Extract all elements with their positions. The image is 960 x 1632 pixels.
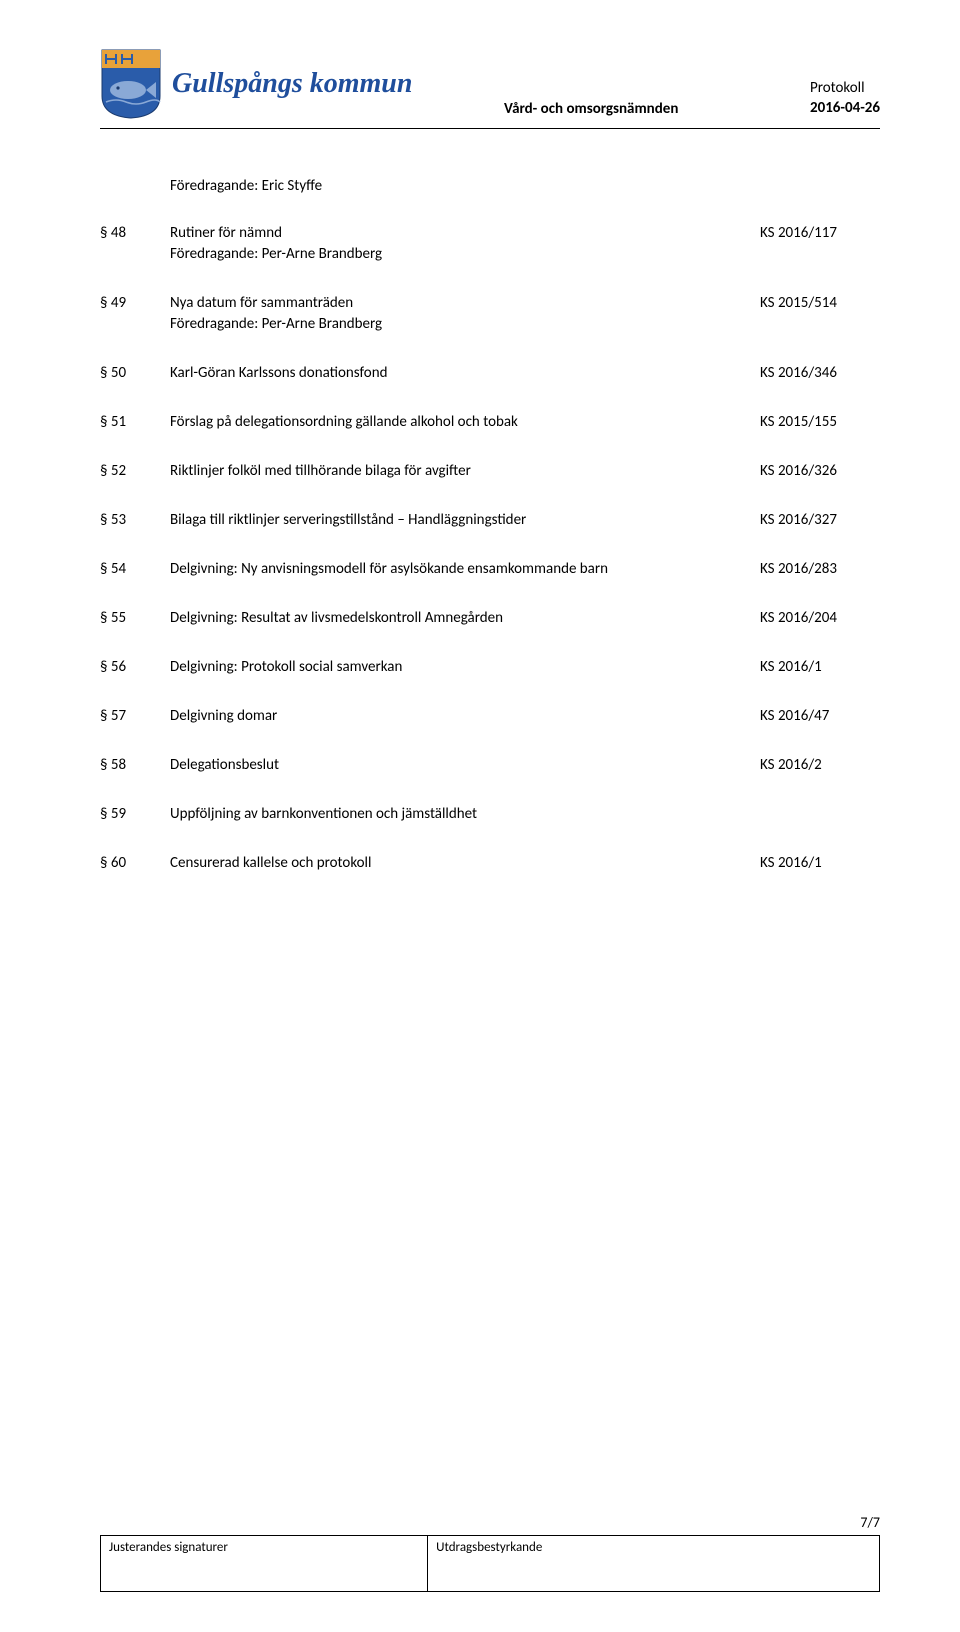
agenda-item: § 58Delegationsbeslut KS 2016/2 bbox=[100, 755, 880, 776]
item-title-col: Censurerad kallelse och protokoll bbox=[170, 853, 760, 874]
item-title-col: Delgivning: Resultat av livsmedelskontro… bbox=[170, 608, 760, 629]
header-meta: Protokoll 2016-04-26 bbox=[810, 78, 880, 121]
item-title: Karl-Göran Karlssons donationsfond bbox=[170, 364, 387, 382]
item-reference: KS 2016/326 bbox=[760, 461, 880, 482]
certification-cell: Utdragsbestyrkande bbox=[428, 1536, 880, 1592]
item-number: § 53 bbox=[100, 510, 170, 531]
item-title: Delgivning: Protokoll social samverkan bbox=[170, 658, 402, 676]
item-title: Riktlinjer folköl med tillhörande bilaga… bbox=[170, 462, 471, 480]
item-reference: KS 2016/283 bbox=[760, 559, 880, 580]
item-title: Delgivning domar bbox=[170, 707, 277, 725]
item-number: § 56 bbox=[100, 657, 170, 678]
item-title-col: Karl-Göran Karlssons donationsfond bbox=[170, 363, 760, 384]
item-presenter: Föredragande: Per-Arne Brandberg bbox=[170, 244, 740, 265]
item-presenter: Föredragande: Per-Arne Brandberg bbox=[170, 314, 740, 335]
item-reference: KS 2015/155 bbox=[760, 412, 880, 433]
item-reference: KS 2016/327 bbox=[760, 510, 880, 531]
item-number: § 55 bbox=[100, 608, 170, 629]
header-rule bbox=[100, 128, 880, 129]
item-number: § 59 bbox=[100, 804, 170, 825]
agenda-item: § 54Delgivning: Ny anvisningsmodell för … bbox=[100, 559, 880, 580]
item-number: § 52 bbox=[100, 461, 170, 482]
logo-block: Gullspångs kommun bbox=[100, 48, 412, 120]
item-reference: KS 2016/47 bbox=[760, 706, 880, 727]
item-title: Censurerad kallelse och protokoll bbox=[170, 854, 371, 872]
item-reference: KS 2015/514 bbox=[760, 293, 880, 335]
agenda-item: § 53Bilaga till riktlinjer serveringstil… bbox=[100, 510, 880, 531]
agenda-item: § 49Nya datum för sammanträden Föredragan… bbox=[100, 293, 880, 335]
footer-table: Justerandes signaturer Utdragsbestyrkand… bbox=[100, 1535, 880, 1592]
item-number: § 51 bbox=[100, 412, 170, 433]
item-title: Nya datum för sammanträden bbox=[170, 294, 353, 312]
item-title-col: Förslag på delegationsordning gällande a… bbox=[170, 412, 760, 433]
doc-type: Protokoll bbox=[810, 78, 880, 98]
item-number: § 54 bbox=[100, 559, 170, 580]
item-reference bbox=[760, 804, 880, 825]
header: Gullspångs kommun Vård- och omsorgsnämnd… bbox=[100, 48, 880, 120]
agenda-item: § 52Riktlinjer folköl med tillhörande bi… bbox=[100, 461, 880, 482]
item-title: Rutiner för nämnd bbox=[170, 224, 282, 242]
item-title: Delgivning: Ny anvisningsmodell för asyl… bbox=[170, 560, 608, 578]
agenda-item: § 55Delgivning: Resultat av livsmedelsko… bbox=[100, 608, 880, 629]
municipality-crest-icon bbox=[100, 48, 162, 120]
item-title: Förslag på delegationsordning gällande a… bbox=[170, 413, 518, 431]
item-title-col: Bilaga till riktlinjer serveringstillstå… bbox=[170, 510, 760, 531]
doc-date: 2016-04-26 bbox=[810, 98, 880, 118]
item-title-col: Delgivning: Ny anvisningsmodell för asyl… bbox=[170, 559, 760, 580]
top-presenter: Föredragande: Eric Styffe bbox=[170, 177, 880, 195]
item-title-col: Rutiner för nämnd Föredragande: Per-Arne … bbox=[170, 223, 760, 265]
item-title: Delegationsbeslut bbox=[170, 756, 279, 774]
agenda-item: § 56Delgivning: Protokoll social samverk… bbox=[100, 657, 880, 678]
item-reference: KS 2016/2 bbox=[760, 755, 880, 776]
item-number: § 57 bbox=[100, 706, 170, 727]
item-reference: KS 2016/1 bbox=[760, 853, 880, 874]
agenda-items: § 48Rutiner för nämnd Föredragande: Per-A… bbox=[100, 223, 880, 874]
item-number: § 49 bbox=[100, 293, 170, 335]
agenda-item: § 57Delgivning domar KS 2016/47 bbox=[100, 706, 880, 727]
signatures-cell: Justerandes signaturer bbox=[101, 1536, 428, 1592]
agenda-item: § 48Rutiner för nämnd Föredragande: Per-A… bbox=[100, 223, 880, 265]
item-reference: KS 2016/204 bbox=[760, 608, 880, 629]
agenda-item: § 59Uppföljning av barnkonventionen och … bbox=[100, 804, 880, 825]
item-number: § 50 bbox=[100, 363, 170, 384]
item-title: Uppföljning av barnkonventionen och jäms… bbox=[170, 805, 477, 823]
item-title: Delgivning: Resultat av livsmedelskontro… bbox=[170, 609, 503, 627]
item-title-col: Delgivning domar bbox=[170, 706, 760, 727]
item-reference: KS 2016/346 bbox=[760, 363, 880, 384]
footer: 7/7 Justerandes signaturer Utdragsbestyr… bbox=[100, 1514, 880, 1592]
page-number: 7/7 bbox=[100, 1514, 880, 1531]
agenda-item: § 60Censurerad kallelse och protokoll KS … bbox=[100, 853, 880, 874]
item-title-col: Uppföljning av barnkonventionen och jäms… bbox=[170, 804, 760, 825]
item-title-col: Delgivning: Protokoll social samverkan bbox=[170, 657, 760, 678]
item-title-col: Riktlinjer folköl med tillhörande bilaga… bbox=[170, 461, 760, 482]
page: Gullspångs kommun Vård- och omsorgsnämnd… bbox=[0, 0, 960, 1632]
committee-name: Vård- och omsorgsnämnden bbox=[504, 100, 678, 120]
item-title: Bilaga till riktlinjer serveringstillstå… bbox=[170, 511, 526, 529]
agenda-item: § 51Förslag på delegationsordning gällan… bbox=[100, 412, 880, 433]
item-reference: KS 2016/117 bbox=[760, 223, 880, 265]
item-number: § 58 bbox=[100, 755, 170, 776]
municipality-name: Gullspångs kommun bbox=[172, 70, 412, 98]
item-number: § 60 bbox=[100, 853, 170, 874]
item-title-col: Nya datum för sammanträden Föredragande: … bbox=[170, 293, 760, 335]
item-title-col: Delegationsbeslut bbox=[170, 755, 760, 776]
item-number: § 48 bbox=[100, 223, 170, 265]
agenda-item: § 50Karl-Göran Karlssons donationsfond KS… bbox=[100, 363, 880, 384]
item-reference: KS 2016/1 bbox=[760, 657, 880, 678]
